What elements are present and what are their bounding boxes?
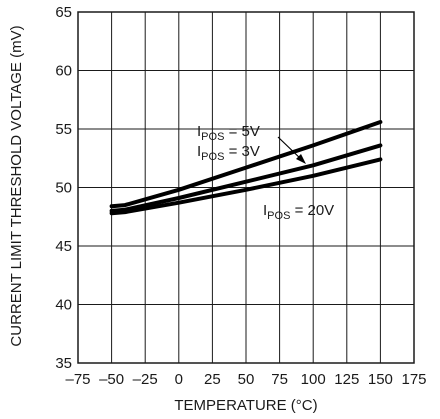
x-tick-label: –50: [99, 371, 124, 388]
grid: [78, 12, 414, 363]
series-layer: [109, 120, 383, 216]
y-tick-label: 50: [55, 180, 72, 197]
x-tick-label: 150: [368, 371, 393, 388]
y-tick-label: 65: [55, 4, 72, 21]
x-tick-label: 125: [334, 371, 359, 388]
annotation-ipos-5v-sub: POS: [201, 131, 224, 143]
x-tick-label: 175: [401, 371, 426, 388]
annotation-ipos-3v-rest: = 3V: [224, 143, 259, 160]
x-tick-label: 25: [204, 371, 221, 388]
x-tick-label: 0: [175, 371, 183, 388]
annotation-ipos-20v-rest: = 20V: [290, 202, 334, 219]
plot-frame: [77, 11, 415, 364]
x-axis-label: TEMPERATURE (°C): [174, 397, 317, 414]
y-tick-label: 45: [55, 238, 72, 255]
y-tick-label: 60: [55, 63, 72, 80]
x-tick-label: –75: [65, 371, 90, 388]
y-tick-label: 35: [55, 355, 72, 372]
series-line-ipos-5v: [109, 120, 383, 209]
x-tick-label: 100: [301, 371, 326, 388]
annotation-ipos-5v-main: I: [197, 123, 201, 140]
x-tick-label: –25: [133, 371, 158, 388]
y-tick-label: 40: [55, 297, 72, 314]
annotation-ipos-20v-sub: POS: [267, 210, 290, 222]
series-line-ipos-20v: [109, 157, 383, 216]
y-tick-label: 55: [55, 121, 72, 138]
annotation-ipos-3v: IPOS = 3V: [197, 143, 260, 163]
annotation-ipos-5v-rest: = 5V: [224, 123, 259, 140]
y-axis-label: CURRENT LIMIT THRESHOLD VOLTAGE (mV): [8, 25, 25, 346]
annotation-ipos-20v-main: I: [263, 202, 267, 219]
x-tick-label: 50: [238, 371, 255, 388]
y-tick-labels: 35 40 45 50 55 60 65: [55, 4, 72, 372]
annotation-ipos-3v-main: I: [197, 143, 201, 160]
series-line-ipos-3v: [109, 143, 383, 213]
annotation-ipos-5v: IPOS = 5V: [197, 123, 260, 143]
annotation-ipos-3v-sub: POS: [201, 151, 224, 163]
annotation-arrowhead: [296, 154, 306, 164]
x-tick-label: 75: [271, 371, 288, 388]
annotation-ipos-20v: IPOS = 20V: [263, 202, 334, 222]
x-tick-labels: –75 –50 –25 0 25 50 75 100 125 150 175: [65, 371, 426, 388]
